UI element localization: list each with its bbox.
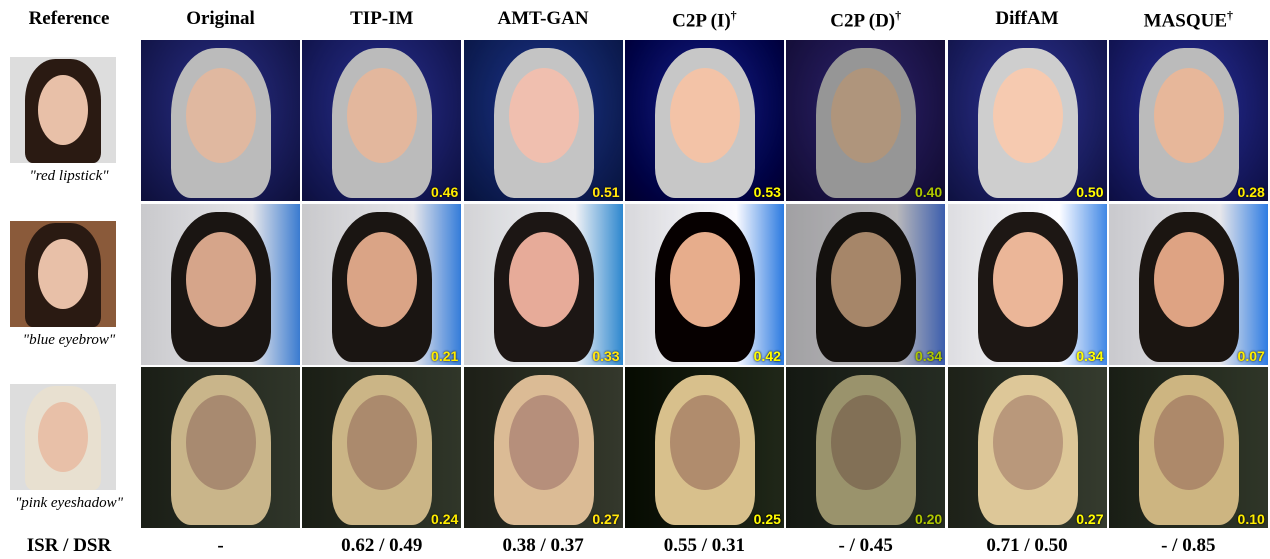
face-image: 0.53 [625,40,784,201]
face [347,68,417,163]
method-name: Original [186,8,255,29]
face [993,68,1063,163]
face-image: 0.24 [302,367,461,528]
score: 0.27 [592,511,619,527]
dagger: † [731,8,737,22]
face [509,232,579,327]
score: 0.10 [1238,511,1265,527]
face [509,68,579,163]
face [670,395,740,490]
reference-face [38,402,88,472]
face-image: 0.46 [302,40,461,201]
score: 0.28 [1238,184,1265,200]
face-image: 0.33 [464,204,623,365]
face-image: 0.27 [948,367,1107,528]
column-header: C2P (I)† [625,8,784,32]
method-name: MASQUE [1144,10,1227,31]
footer-label: ISR / DSR [0,535,138,557]
face-image: 0.07 [1109,204,1268,365]
face-image: 0.34 [948,204,1107,365]
face-image: 0.20 [786,367,945,528]
method-name: TIP-IM [350,8,413,29]
column-header: DiffAM [948,8,1107,30]
score: 0.24 [431,511,458,527]
face [670,232,740,327]
reference-caption: "red lipstick" [0,168,138,185]
face [831,68,901,163]
face [670,68,740,163]
face [347,395,417,490]
footer-value: - / 0.45 [786,535,945,557]
reference-caption: "pink eyeshadow" [0,495,138,512]
column-header: AMT-GAN [464,8,623,30]
face [186,232,256,327]
face-image: 0.40 [786,40,945,201]
face-image: 0.27 [464,367,623,528]
reference-face [38,75,88,145]
score: 0.20 [915,511,942,527]
face [186,68,256,163]
face-image [141,367,300,528]
face [993,395,1063,490]
footer-value: 0.55 / 0.31 [625,535,784,557]
column-header: Original [141,8,300,30]
score: 0.51 [592,184,619,200]
face [831,395,901,490]
figure: ReferenceOriginalTIP-IMAMT-GANC2P (I)†C2… [0,0,1270,559]
score: 0.07 [1238,348,1265,364]
dagger: † [895,8,901,22]
score: 0.27 [1076,511,1103,527]
score: 0.50 [1076,184,1103,200]
score: 0.34 [915,348,942,364]
method-name: AMT-GAN [498,8,589,29]
face-image: 0.28 [1109,40,1268,201]
face-image: 0.25 [625,367,784,528]
footer-value: - [141,535,300,557]
score: 0.33 [592,348,619,364]
dagger: † [1227,8,1233,22]
reference-caption: "blue eyebrow" [0,332,138,349]
score: 0.21 [431,348,458,364]
face-image: 0.34 [786,204,945,365]
face-image [141,40,300,201]
column-header: C2P (D)† [786,8,945,32]
face-image: 0.50 [948,40,1107,201]
face [347,232,417,327]
face-image [141,204,300,365]
face-image: 0.21 [302,204,461,365]
method-name: DiffAM [995,8,1058,29]
face-image: 0.51 [464,40,623,201]
score: 0.42 [754,348,781,364]
column-header: MASQUE† [1109,8,1268,32]
reference-image [10,221,116,327]
score: 0.34 [1076,348,1103,364]
face [1154,232,1224,327]
score: 0.40 [915,184,942,200]
method-name: C2P (D) [830,10,895,31]
score: 0.25 [754,511,781,527]
face [509,395,579,490]
face-image: 0.10 [1109,367,1268,528]
reference-face [38,239,88,309]
face [1154,395,1224,490]
face [831,232,901,327]
face [993,232,1063,327]
footer-value: 0.71 / 0.50 [948,535,1107,557]
column-header: TIP-IM [302,8,461,30]
method-name: C2P (I) [672,10,731,31]
footer-value: 0.38 / 0.37 [464,535,623,557]
footer-value: 0.62 / 0.49 [302,535,461,557]
header-reference: Reference [0,8,138,30]
reference-image [10,384,116,490]
face [186,395,256,490]
footer-value: - / 0.85 [1109,535,1268,557]
score: 0.46 [431,184,458,200]
reference-image [10,57,116,163]
face-image: 0.42 [625,204,784,365]
face [1154,68,1224,163]
score: 0.53 [754,184,781,200]
